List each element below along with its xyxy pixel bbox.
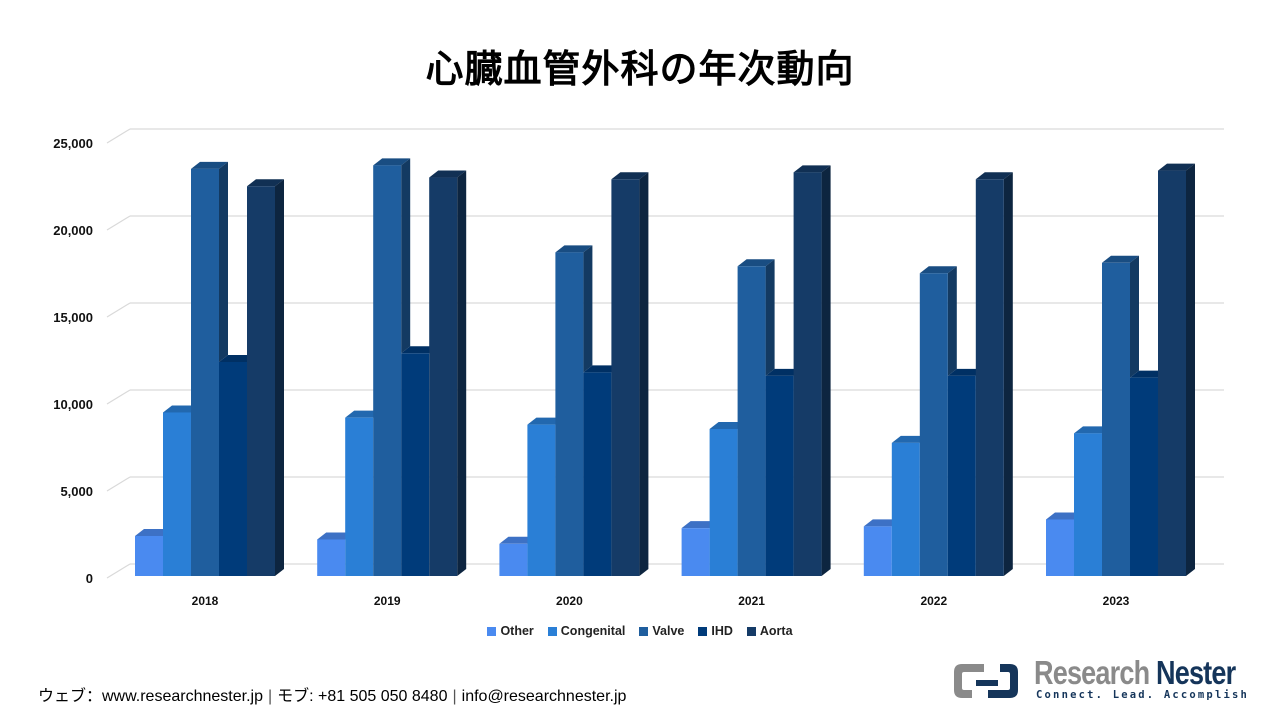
gridline-diagonal bbox=[106, 302, 131, 318]
legend-item-congenital: Congenital bbox=[547, 624, 626, 638]
legend-swatch-icon bbox=[746, 626, 756, 636]
logo-tagline: Connect. Lead. Accomplish bbox=[1036, 689, 1250, 701]
gridline-diagonal bbox=[106, 476, 131, 492]
bar-valve-2022 bbox=[919, 266, 957, 576]
bar-congenital-2019 bbox=[345, 410, 383, 576]
bar-group-2022 bbox=[863, 172, 1013, 576]
legend-item-aorta: Aorta bbox=[746, 624, 793, 638]
bar-group-2023 bbox=[1046, 163, 1195, 576]
y-tick-label: 10,000 bbox=[53, 397, 93, 412]
x-tick-label: 2020 bbox=[556, 594, 583, 608]
x-tick-label: 2023 bbox=[1103, 594, 1130, 608]
legend-item-valve: Valve bbox=[639, 624, 684, 638]
bar-aorta-2018 bbox=[247, 179, 284, 577]
legend-item-other: Other bbox=[487, 624, 534, 638]
y-tick-label: 25,000 bbox=[53, 136, 93, 151]
bar-ihd-2020 bbox=[583, 365, 621, 576]
bar-aorta-2022 bbox=[975, 172, 1013, 576]
bar-valve-2019 bbox=[373, 158, 411, 577]
separator: | bbox=[452, 688, 457, 705]
footer-email[interactable]: info@researchnester.jp bbox=[461, 688, 627, 705]
y-tick-label: 15,000 bbox=[53, 310, 93, 325]
gridline-diagonal bbox=[106, 563, 131, 579]
x-tick-label: 2021 bbox=[738, 594, 765, 608]
legend-swatch-icon bbox=[487, 626, 497, 636]
bar-other-2022 bbox=[863, 519, 901, 576]
bar-aorta-2021 bbox=[793, 165, 831, 576]
bar-ihd-2021 bbox=[765, 368, 803, 576]
bar-other-2018 bbox=[135, 528, 172, 576]
bar-congenital-2020 bbox=[527, 417, 565, 576]
bar-ihd-2022 bbox=[947, 368, 985, 576]
gridline-diagonal bbox=[106, 128, 131, 144]
bar-aorta-2020 bbox=[611, 172, 649, 576]
bar-congenital-2022 bbox=[891, 435, 929, 576]
gridlines bbox=[106, 128, 1224, 579]
chart-title: 心臓血管外科の年次動向 bbox=[425, 47, 855, 91]
bar-aorta-2023 bbox=[1158, 163, 1195, 576]
footer-web[interactable]: ウェブ：www.researchnester.jp bbox=[38, 688, 263, 705]
bar-congenital-2023 bbox=[1074, 426, 1111, 576]
chart-legend: Other Congenital Valve IHD Aorta bbox=[0, 624, 1280, 638]
legend-label: Congenital bbox=[560, 624, 626, 638]
legend-label: Aorta bbox=[759, 624, 793, 638]
bar-group-2020 bbox=[499, 172, 649, 577]
x-tick-label: 2018 bbox=[192, 594, 219, 608]
footer-contact: ウェブ：www.researchnester.jp | モブ: +81 505 05… bbox=[38, 682, 626, 706]
x-axis: 2018 2019 2020 2021 2022 2023 bbox=[192, 594, 1130, 608]
legend-label: Valve bbox=[652, 624, 685, 638]
bar-valve-2020 bbox=[555, 245, 593, 577]
bar-other-2023 bbox=[1046, 512, 1083, 576]
bar-other-2021 bbox=[681, 521, 719, 576]
y-tick-label: 0 bbox=[86, 571, 93, 586]
y-axis: 0 5,000 10,000 15,000 20,000 25,000 bbox=[53, 136, 93, 586]
legend-item-ihd: IHD bbox=[698, 624, 733, 638]
y-tick-label: 20,000 bbox=[53, 223, 93, 238]
bar-congenital-2018 bbox=[163, 405, 200, 576]
x-tick-label: 2022 bbox=[920, 594, 947, 608]
bar-congenital-2021 bbox=[709, 421, 747, 576]
bar-ihd-2018 bbox=[219, 354, 256, 576]
gridline-diagonal bbox=[106, 389, 131, 405]
bar-ihd-2023 bbox=[1130, 370, 1167, 576]
legend-swatch-icon bbox=[698, 626, 708, 636]
y-tick-label: 5,000 bbox=[60, 484, 93, 499]
legend-swatch-icon bbox=[639, 626, 649, 636]
legend-label: IHD bbox=[711, 624, 733, 638]
logo-name: Research Nester bbox=[1034, 654, 1236, 691]
bar-other-2019 bbox=[317, 532, 355, 576]
logo-mark-icon bbox=[954, 664, 1018, 698]
footer-phone: モブ: +81 505 050 8480 bbox=[277, 688, 448, 705]
bar-ihd-2019 bbox=[401, 346, 439, 576]
legend-swatch-icon bbox=[547, 626, 557, 636]
legend-label: Other bbox=[500, 624, 534, 638]
bar-group-2019 bbox=[317, 158, 467, 577]
bar-valve-2023 bbox=[1102, 255, 1139, 576]
bar-other-2020 bbox=[499, 536, 537, 576]
research-nester-logo: Research Nester Connect. Lead. Accomplis… bbox=[948, 654, 1250, 706]
bar-valve-2021 bbox=[737, 259, 775, 576]
gridline-diagonal bbox=[106, 215, 131, 231]
bar-group-2018 bbox=[135, 161, 284, 577]
bar-valve-2018 bbox=[191, 161, 228, 576]
bar-group-2021 bbox=[681, 165, 831, 576]
x-tick-label: 2019 bbox=[374, 594, 401, 608]
bar-aorta-2019 bbox=[429, 170, 467, 577]
separator: | bbox=[267, 688, 273, 705]
bars bbox=[135, 158, 1195, 577]
